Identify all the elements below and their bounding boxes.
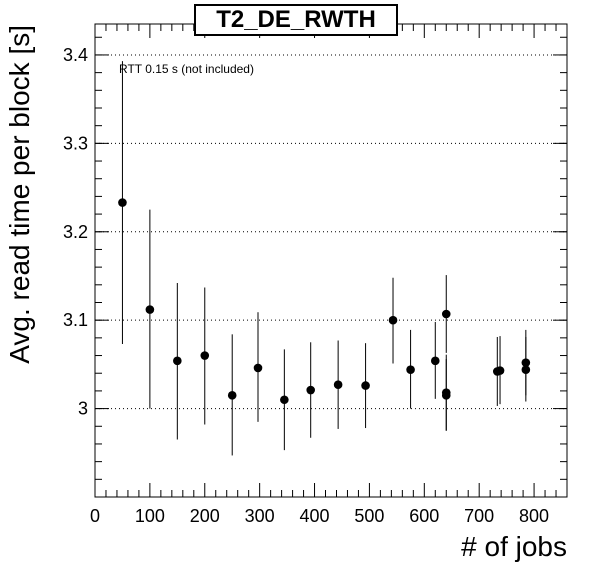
x-tick-label: 100 xyxy=(135,506,165,526)
grid-lines xyxy=(95,54,567,410)
data-points xyxy=(118,61,531,456)
x-tick-label: 0 xyxy=(90,506,100,526)
data-point xyxy=(173,356,182,366)
axis-ticks xyxy=(94,24,567,498)
y-tick-label: 3.4 xyxy=(63,45,88,65)
y-axis-label: Avg. read time per block [s] xyxy=(4,25,35,364)
data-point xyxy=(521,365,531,374)
plot-frame xyxy=(94,23,568,498)
data-point xyxy=(441,391,451,400)
y-tick-label: 3.1 xyxy=(63,310,88,330)
x-axis-label: # of jobs xyxy=(461,531,567,562)
y-tick-label: 3.3 xyxy=(63,133,88,153)
y-tick-label: 3 xyxy=(78,399,88,419)
data-point xyxy=(495,366,505,375)
data-point xyxy=(361,381,370,390)
data-point xyxy=(406,365,415,374)
data-point xyxy=(388,315,398,325)
x-tick-label: 200 xyxy=(190,506,220,526)
data-point xyxy=(200,351,210,360)
chart-title: T2_DE_RWTH xyxy=(194,4,398,36)
x-tick-label: 600 xyxy=(409,506,439,526)
data-point xyxy=(118,198,127,207)
x-tick-label: 400 xyxy=(300,506,330,526)
data-point xyxy=(441,309,451,319)
data-point xyxy=(333,380,343,390)
data-point xyxy=(145,305,155,314)
data-point xyxy=(227,391,237,400)
x-tick-label: 300 xyxy=(245,506,275,526)
x-tick-label: 800 xyxy=(519,506,549,526)
y-tick-label: 3.2 xyxy=(63,222,88,242)
tick-labels: 3 3.1 3.2 3.3 3.4 0 100 200 300 400 500 600 700 800 xyxy=(63,45,549,526)
annotation: RTT 0.15 s (not included) xyxy=(119,62,254,76)
x-tick-label: 700 xyxy=(464,506,494,526)
data-point xyxy=(280,395,289,405)
data-point xyxy=(253,363,263,373)
x-tick-label: 500 xyxy=(354,506,384,526)
data-point xyxy=(430,356,440,366)
data-point xyxy=(306,385,315,395)
